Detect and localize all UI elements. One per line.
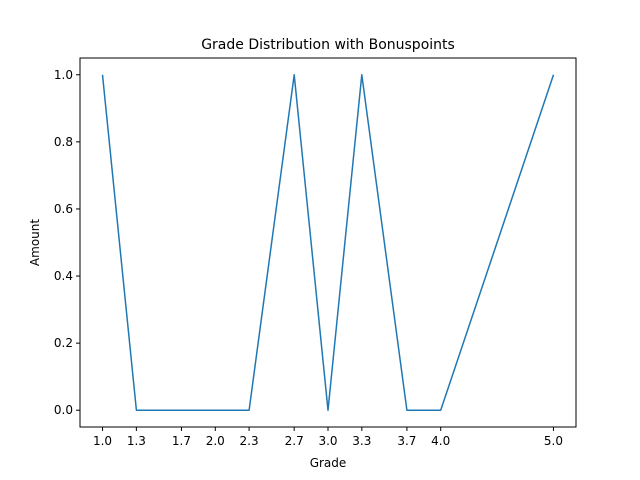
plot-area [79, 57, 577, 428]
x-axis: 1.0 1.3 1.7 2.0 2.3 2.7 3.0 3.3 3.7 4.0 5.0 [93, 427, 563, 448]
x-tick-label: 2.0 [206, 434, 225, 448]
x-tick-label: 2.3 [240, 434, 259, 448]
y-tick-label: 0.2 [54, 336, 73, 350]
y-axis: 0.0 0.2 0.4 0.6 0.8 1.0 [54, 68, 80, 417]
y-tick-label: 1.0 [54, 68, 73, 82]
x-tick-label: 3.0 [318, 434, 337, 448]
x-tick-label: 3.3 [352, 434, 371, 448]
y-axis-label: Amount [28, 219, 42, 266]
y-tick-label: 0.4 [54, 269, 73, 283]
y-tick-label: 0.8 [54, 135, 73, 149]
y-tick-label: 0.0 [54, 403, 73, 417]
x-tick-label: 4.0 [431, 434, 450, 448]
x-tick-label: 2.7 [285, 434, 304, 448]
y-tick-label: 0.6 [54, 202, 73, 216]
x-tick-label: 5.0 [544, 434, 563, 448]
x-axis-label: Grade [310, 456, 347, 470]
x-tick-label: 1.0 [93, 434, 112, 448]
x-tick-label: 1.7 [172, 434, 191, 448]
chart-title: Grade Distribution with Bonuspoints [201, 37, 455, 53]
x-tick-label: 3.7 [397, 434, 416, 448]
series-line [101, 74, 555, 411]
series-layer [101, 74, 555, 411]
x-tick-label: 1.3 [127, 434, 146, 448]
